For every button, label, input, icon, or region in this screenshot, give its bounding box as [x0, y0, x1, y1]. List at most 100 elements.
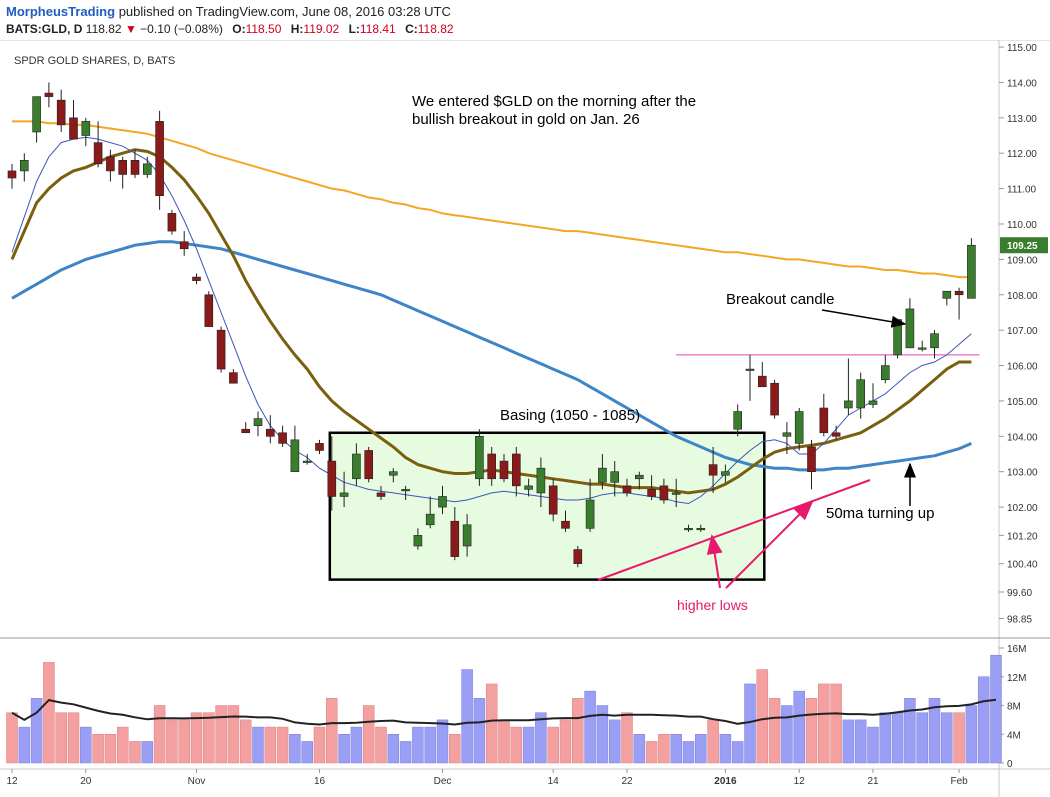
author-link[interactable]: MorpheusTrading — [6, 4, 116, 19]
candle-body — [278, 432, 287, 444]
candle-body — [671, 492, 681, 495]
price-tick-label: 113.00 — [1007, 114, 1037, 125]
volume-bar — [473, 698, 486, 764]
volume-bar — [522, 726, 535, 764]
higher-lows-label: higher lows — [677, 597, 748, 613]
volume-bar — [449, 734, 461, 764]
volume-bar — [719, 734, 732, 764]
chart-header: MorpheusTrading published on TradingView… — [0, 0, 1050, 40]
last-price-tag: 109.25 — [1000, 237, 1048, 254]
volume-bar — [18, 726, 31, 764]
ma200-line — [12, 120, 972, 279]
volume-tick-label: 0 — [1007, 759, 1013, 770]
volume-bar — [990, 654, 1002, 764]
volume-tick-label: 8M — [1007, 702, 1021, 713]
price-chart[interactable]: 115.00 114.00 113.00 112.00 111.00 110.00 109.… — [0, 40, 1050, 797]
volume-bar — [559, 719, 572, 764]
ohlc-line: BATS:GLD, D 118.82 ▼ −0.10 (−0.08%) O:11… — [6, 22, 454, 36]
candle-body — [56, 99, 66, 126]
candle-body — [733, 411, 743, 430]
candle-body — [130, 160, 140, 175]
volume-bar — [547, 726, 559, 764]
close-value: 118.82 — [417, 22, 454, 36]
candle-body — [290, 439, 300, 472]
time-tick-label: Dec — [434, 776, 452, 787]
volume-bar — [80, 726, 92, 764]
volume-bar — [399, 741, 412, 764]
candle-body — [106, 156, 115, 172]
volume-bar — [596, 705, 609, 764]
time-tick-label: 20 — [80, 776, 92, 787]
volume-tick-label: 4M — [1007, 730, 1021, 741]
volume-bar — [793, 690, 805, 764]
volume-bar — [756, 669, 769, 764]
breakout-arrow — [821, 309, 907, 328]
candle-body — [794, 411, 804, 444]
candle-body — [401, 489, 410, 492]
price-tick-label: 107.00 — [1007, 326, 1038, 337]
chart-background — [0, 40, 1050, 797]
volume-bar — [375, 726, 387, 764]
candle-body — [475, 436, 484, 480]
volume-bar — [854, 719, 867, 764]
candle-body — [721, 471, 730, 476]
volume-bar — [535, 712, 547, 764]
candle-body — [167, 213, 177, 232]
candle-body — [253, 418, 263, 426]
volume-bar — [916, 712, 928, 764]
candle-body — [413, 535, 423, 547]
candle-body — [598, 467, 607, 483]
volume-bar — [301, 741, 313, 764]
volume-bar — [572, 698, 584, 764]
price-change: −0.10 (−0.08%) — [140, 22, 223, 36]
candle-body — [511, 453, 521, 487]
volume-bar — [67, 712, 80, 764]
volume-bar — [129, 741, 141, 764]
candle-body — [967, 244, 976, 299]
volume-bar — [904, 698, 916, 764]
candle-body — [782, 432, 792, 437]
candle-body — [425, 513, 435, 526]
candle-body — [844, 400, 853, 409]
candle-body — [462, 524, 472, 547]
candle-body — [585, 499, 595, 529]
volume-bar — [682, 741, 695, 764]
candle-body — [302, 460, 312, 463]
time-tick-label: 12 — [6, 776, 18, 787]
time-tick-label: 12 — [794, 776, 806, 787]
candle-body — [93, 142, 103, 165]
basing-zone-box — [328, 431, 766, 581]
volume-bar — [977, 676, 990, 764]
price-tick-label: 111.00 — [1007, 185, 1037, 196]
candle-body — [770, 382, 779, 416]
entry-note-line1: We entered $GLD on the morning after the — [412, 93, 696, 110]
candle-body — [917, 347, 927, 350]
volume-bar — [965, 705, 978, 764]
volume-ma-line — [11, 698, 997, 726]
candle-body — [118, 160, 127, 175]
time-tick-label: Nov — [188, 776, 206, 787]
price-tick-label: 106.00 — [1007, 362, 1038, 373]
price-tick-label: 110.00 — [1007, 220, 1037, 231]
candle-body — [487, 453, 497, 480]
candle-body — [684, 528, 693, 531]
higher-lows-arrow-1 — [706, 534, 723, 589]
candle-body — [536, 467, 546, 494]
higher-lows-arrow-2 — [725, 500, 814, 589]
candle-body — [81, 121, 91, 136]
candle-body — [647, 489, 656, 497]
volume-bar — [461, 669, 473, 764]
price-tick-label: 100.40 — [1007, 560, 1038, 571]
candle-body — [868, 400, 878, 405]
low-value: 118.41 — [359, 22, 396, 36]
symbol-label: BATS:GLD, D — [6, 22, 83, 36]
price-tick-label: 112.00 — [1007, 149, 1037, 160]
low-label: L: — [348, 22, 360, 36]
candle-body — [905, 308, 915, 349]
volume-bar — [830, 683, 842, 764]
volume-bar — [731, 741, 744, 764]
volume-bar — [818, 683, 830, 764]
candles — [7, 82, 976, 568]
price-tick-label: 104.00 — [1007, 432, 1038, 443]
volume-bar — [941, 712, 953, 764]
